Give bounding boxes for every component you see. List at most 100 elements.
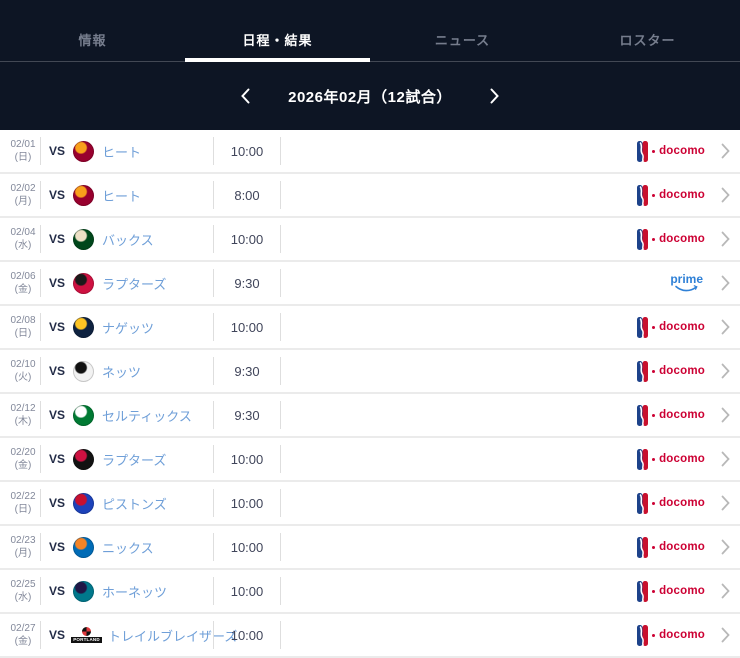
team-name-link[interactable]: ナゲッツ bbox=[102, 320, 155, 336]
game-row[interactable]: 02/20 (金) VS ラプターズ 10:00 docomo bbox=[0, 438, 740, 482]
pinwheel-icon bbox=[82, 626, 92, 636]
tab-info[interactable]: 情報 bbox=[0, 0, 185, 62]
tab-news[interactable]: ニュース bbox=[370, 0, 555, 62]
nba-logo-icon bbox=[637, 184, 649, 206]
next-month-button[interactable] bbox=[486, 84, 503, 108]
game-day-of-week: (水) bbox=[14, 592, 32, 603]
column-divider bbox=[213, 269, 214, 297]
chevron-right-icon[interactable] bbox=[719, 449, 732, 469]
game-row[interactable]: 02/23 (月) VS ニックス 10:00 docomo bbox=[0, 526, 740, 570]
game-row[interactable]: 02/27 (金) VS PORTLAND トレイルブレイザーズ 10:00 d… bbox=[0, 614, 740, 658]
chevron-right-icon[interactable] bbox=[719, 581, 732, 601]
team-logo-icon-celtics bbox=[73, 404, 95, 426]
game-date: 02/20 (金) bbox=[6, 446, 40, 472]
game-date: 02/25 (水) bbox=[6, 578, 40, 604]
vs-label: VS bbox=[49, 628, 66, 642]
matchup-cell: VS PORTLAND トレイルブレイザーズ bbox=[41, 624, 237, 646]
column-divider bbox=[213, 621, 214, 649]
docomo-wordmark: docomo bbox=[659, 497, 705, 509]
game-row[interactable]: 02/12 (木) VS セルティックス 9:30 docomo bbox=[0, 394, 740, 438]
game-row[interactable]: 02/01 (日) VS ヒート 10:00 docomo bbox=[0, 130, 740, 174]
team-name-link[interactable]: トレイルブレイザーズ bbox=[108, 628, 238, 644]
column-divider bbox=[280, 313, 281, 341]
docomo-wordmark: docomo bbox=[659, 145, 705, 157]
game-time: 10:00 bbox=[214, 628, 280, 643]
team-name-link[interactable]: ピストンズ bbox=[102, 496, 167, 512]
nba-logo-icon bbox=[637, 580, 649, 602]
game-time-value: 10:00 bbox=[230, 583, 264, 599]
game-day-of-week: (日) bbox=[14, 504, 32, 515]
matchup-cell: VS ニックス bbox=[41, 536, 213, 558]
chevron-right-icon[interactable] bbox=[719, 141, 732, 161]
game-day-of-week: (日) bbox=[14, 328, 32, 339]
game-time-value: 9:30 bbox=[234, 407, 260, 423]
game-row[interactable]: 02/06 (金) VS ラプターズ 9:30 prime bbox=[0, 262, 740, 306]
tab-roster[interactable]: ロスター bbox=[555, 0, 740, 62]
game-date-value: 02/06 bbox=[10, 271, 36, 282]
column-divider bbox=[40, 137, 41, 165]
game-row[interactable]: 02/22 (日) VS ピストンズ 10:00 docomo bbox=[0, 482, 740, 526]
nba-docomo-logo: docomo bbox=[637, 404, 705, 426]
docomo-wordmark: docomo bbox=[659, 409, 705, 421]
column-divider bbox=[40, 313, 41, 341]
game-date: 02/23 (月) bbox=[6, 534, 40, 560]
team-name-link[interactable]: セルティックス bbox=[102, 408, 192, 424]
nba-docomo-logo: docomo bbox=[637, 316, 705, 338]
game-time: 9:30 bbox=[214, 364, 280, 379]
column-divider bbox=[280, 445, 281, 473]
team-logo-icon-heat bbox=[73, 140, 95, 162]
prime-smile-icon bbox=[675, 285, 698, 292]
team-name-link[interactable]: ネッツ bbox=[102, 364, 142, 380]
chevron-right-icon[interactable] bbox=[719, 361, 732, 381]
game-day-of-week: (金) bbox=[14, 284, 32, 295]
column-divider bbox=[280, 269, 281, 297]
game-day-of-week: (火) bbox=[14, 372, 32, 383]
chevron-right-icon[interactable] bbox=[719, 185, 732, 205]
game-time: 10:00 bbox=[214, 584, 280, 599]
chevron-right-icon[interactable] bbox=[719, 625, 732, 645]
month-navigation: 2026年02月（12試合） bbox=[0, 62, 740, 130]
matchup-cell: VS ラプターズ bbox=[41, 272, 213, 294]
chevron-right-icon[interactable] bbox=[719, 229, 732, 249]
team-name-link[interactable]: ラプターズ bbox=[102, 452, 167, 468]
chevron-right-icon bbox=[490, 88, 499, 104]
column-divider bbox=[40, 401, 41, 429]
tab-schedule-results[interactable]: 日程・結果 bbox=[185, 0, 370, 62]
nba-logo-icon bbox=[637, 624, 649, 646]
game-row[interactable]: 02/02 (月) VS ヒート 8:00 docomo bbox=[0, 174, 740, 218]
chevron-right-icon[interactable] bbox=[719, 537, 732, 557]
chevron-right-icon[interactable] bbox=[719, 273, 732, 293]
docomo-wordmark: docomo bbox=[659, 321, 705, 333]
column-divider bbox=[213, 445, 214, 473]
team-name-link[interactable]: ニックス bbox=[102, 540, 154, 556]
game-time-value: 9:30 bbox=[234, 363, 260, 379]
prev-month-button[interactable] bbox=[237, 84, 254, 108]
nba-logo-icon bbox=[637, 536, 649, 558]
game-row[interactable]: 02/10 (火) VS ネッツ 9:30 docomo bbox=[0, 350, 740, 394]
matchup-cell: VS ホーネッツ bbox=[41, 580, 213, 602]
game-time: 10:00 bbox=[214, 232, 280, 247]
vs-label: VS bbox=[49, 232, 66, 246]
game-row[interactable]: 02/25 (水) VS ホーネッツ 10:00 docomo bbox=[0, 570, 740, 614]
docomo-dot bbox=[652, 369, 656, 373]
team-name-link[interactable]: ラプターズ bbox=[102, 276, 167, 292]
matchup-cell: VS ラプターズ bbox=[41, 448, 213, 470]
team-name-link[interactable]: ホーネッツ bbox=[102, 584, 168, 600]
vs-label: VS bbox=[49, 584, 66, 598]
docomo-wordmark: docomo bbox=[659, 189, 705, 201]
game-time-value: 10:00 bbox=[230, 319, 264, 335]
game-time-value: 10:00 bbox=[230, 231, 264, 247]
chevron-right-icon[interactable] bbox=[719, 317, 732, 337]
team-logo-icon-bucks bbox=[73, 228, 95, 250]
chevron-right-icon[interactable] bbox=[719, 493, 732, 513]
team-name-link[interactable]: ヒート bbox=[102, 188, 142, 204]
portland-wordmark: PORTLAND bbox=[71, 636, 102, 644]
game-date-value: 02/23 bbox=[10, 535, 36, 546]
team-logo-icon-raptors bbox=[73, 448, 95, 470]
team-name-link[interactable]: バックス bbox=[102, 232, 154, 248]
team-name-link[interactable]: ヒート bbox=[102, 144, 142, 160]
game-row[interactable]: 02/08 (日) VS ナゲッツ 10:00 docomo bbox=[0, 306, 740, 350]
chevron-right-icon[interactable] bbox=[719, 405, 732, 425]
game-row[interactable]: 02/04 (水) VS バックス 10:00 docomo bbox=[0, 218, 740, 262]
game-time: 10:00 bbox=[214, 540, 280, 555]
